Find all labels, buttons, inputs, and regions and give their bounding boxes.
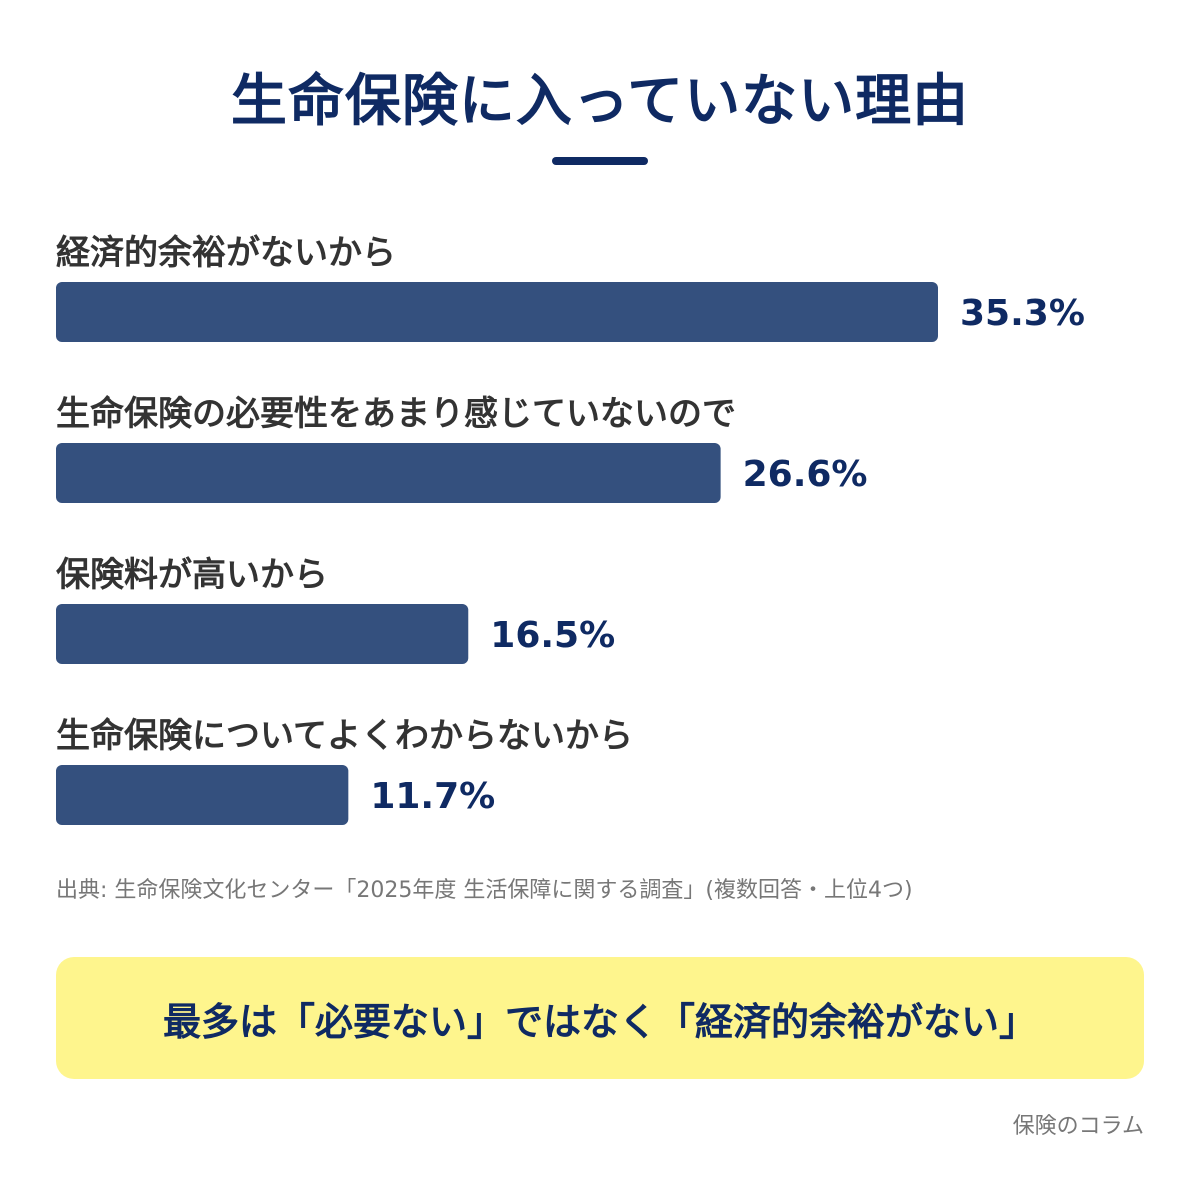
value-label: 16.5%	[490, 615, 615, 656]
category-label: 保険料が高いから	[56, 555, 328, 595]
bar	[56, 604, 469, 664]
brand-label: 保険のコラム	[1012, 1114, 1144, 1139]
value-label: 26.6%	[743, 454, 868, 495]
callout-box: 最多は「必要ない」ではなく「経済的余裕がない」	[56, 957, 1144, 1079]
category-label: 生命保険の必要性をあまり感じていないので	[56, 394, 736, 434]
bar-chart: 経済的余裕がないから 35.3% 生命保険の必要性をあまり感じていないので26.6%…	[56, 233, 1085, 825]
callout-text: 最多は「必要ない」ではなく「経済的余裕がない」	[162, 999, 1037, 1044]
category-label: 生命保険についてよくわからないから	[56, 716, 633, 756]
bar	[56, 443, 721, 503]
chart-title: 生命保険に入っていない理由	[230, 69, 970, 134]
title-underline	[552, 157, 648, 165]
bar	[56, 765, 349, 825]
bar	[56, 282, 938, 342]
category-label: 経済的余裕がないから	[56, 233, 396, 273]
value-label: 11.7%	[370, 776, 495, 817]
value-label: 35.3%	[960, 293, 1085, 334]
source-note: 出典: 生命保険文化センター「2025年度 生活保障に関する調査」(複数回答・上…	[56, 878, 913, 903]
